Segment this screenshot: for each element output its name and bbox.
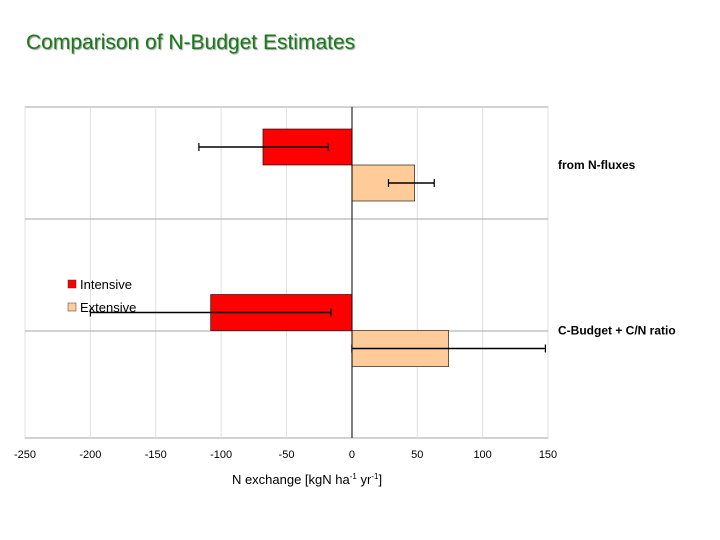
legend: Intensive Extensive bbox=[67, 277, 136, 315]
x-tick-label: 100 bbox=[473, 449, 491, 461]
legend-label-extensive: Extensive bbox=[80, 300, 136, 315]
x-tick-label: 0 bbox=[349, 449, 355, 461]
x-tick-labels: -250 -200 -150 -100 -50 0 50 100 150 bbox=[14, 449, 557, 461]
legend-swatch-extensive bbox=[67, 302, 77, 312]
category-labels: from N-fluxes C-Budget + C/N ratio bbox=[558, 158, 676, 338]
x-tick-label: -250 bbox=[14, 449, 36, 461]
legend-swatch-intensive bbox=[67, 279, 77, 289]
x-tick-label: -100 bbox=[210, 449, 232, 461]
x-tick-label: -150 bbox=[145, 449, 167, 461]
x-axis-label: N exchange [kgN ha-1 yr-1] bbox=[232, 472, 382, 487]
legend-label-intensive: Intensive bbox=[80, 277, 132, 292]
error-bars bbox=[89, 143, 546, 353]
category-label: C-Budget + C/N ratio bbox=[558, 324, 676, 338]
x-tick-label: 150 bbox=[539, 449, 557, 461]
category-label: from N-fluxes bbox=[558, 158, 636, 172]
x-tick-label: -50 bbox=[279, 449, 295, 461]
x-tick-label: 50 bbox=[411, 449, 423, 461]
slide-title: Comparison of N-Budget Estimates bbox=[26, 31, 356, 54]
x-tick-label: -200 bbox=[79, 449, 101, 461]
